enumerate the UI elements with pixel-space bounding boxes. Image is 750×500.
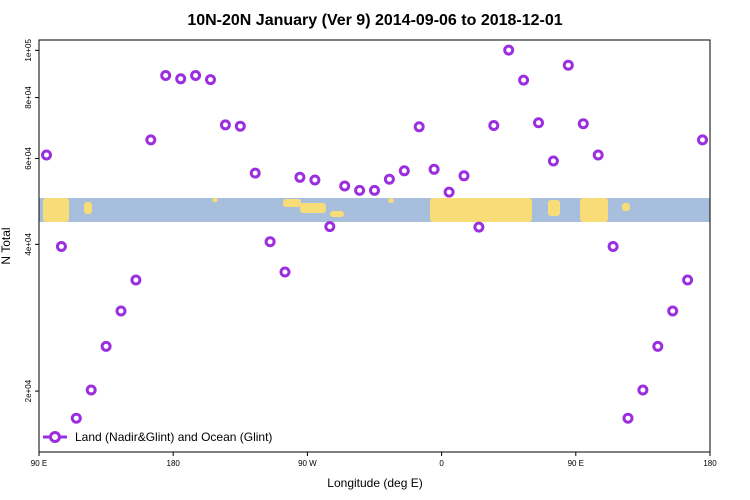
y-tick-label: 6e+04: [24, 147, 33, 170]
data-point: [219, 119, 231, 131]
data-point: [190, 70, 202, 81]
y-tick-label: 4e+04: [24, 233, 33, 256]
data-point: [70, 412, 82, 424]
y-tick-label: 1e+05: [24, 39, 33, 62]
data-point: [458, 170, 470, 182]
y-tick-label: 8e+04: [24, 86, 33, 109]
data-point: [324, 221, 336, 233]
land-mass: [283, 199, 301, 207]
legend: Land (Nadir&Glint) and Ocean (Glint): [43, 430, 272, 444]
data-point: [503, 44, 515, 56]
x-tick-label: 180: [703, 459, 717, 468]
data-point: [398, 165, 410, 177]
data-point: [339, 180, 351, 192]
x-tick-label: 0: [439, 459, 444, 468]
data-point: [667, 305, 679, 317]
data-point: [488, 120, 500, 131]
data-point: [130, 274, 142, 286]
map-band: [39, 198, 710, 222]
data-point: [160, 70, 172, 81]
land-masses: [43, 198, 630, 222]
data-point: [309, 174, 321, 186]
data-point: [264, 236, 276, 248]
data-point: [85, 384, 97, 396]
data-point: [428, 163, 440, 175]
data-point: [55, 241, 67, 252]
land-mass: [212, 198, 218, 202]
land-mass: [430, 198, 532, 222]
data-point: [533, 117, 544, 129]
data-point: [652, 340, 664, 352]
plot-frame: [38, 39, 711, 453]
x-tick-label: 90 E: [31, 459, 47, 468]
land-mass: [580, 198, 608, 222]
y-axis-label: N Total: [0, 227, 13, 264]
data-point: [697, 134, 708, 146]
data-point: [413, 121, 425, 133]
chart-title: 10N-20N January (Ver 9) 2014-09-06 to 20…: [187, 12, 562, 29]
data-points: [41, 44, 708, 424]
data-point: [518, 74, 530, 86]
data-point: [473, 221, 485, 233]
data-point: [294, 171, 306, 183]
data-point: [41, 149, 52, 161]
y-axis: 2e+04 4e+04 6e+04 8e+04 1e+05: [24, 39, 39, 402]
data-point: [145, 134, 157, 146]
data-point: [577, 118, 589, 130]
land-mass: [548, 200, 560, 216]
x-axis-label: Longitude (deg E): [327, 476, 422, 490]
x-tick-label: 90 W: [298, 459, 317, 468]
x-tick-label: 180: [167, 459, 181, 468]
data-point: [100, 340, 112, 352]
x-tick-label: 90 E: [568, 459, 584, 468]
data-point: [383, 173, 395, 185]
land-mass: [84, 202, 92, 214]
data-point: [443, 186, 455, 198]
data-point: [592, 149, 604, 161]
data-point: [205, 74, 216, 86]
land-mass: [43, 198, 69, 222]
data-point: [622, 412, 634, 424]
x-axis: 90 E 180 90 W 0 90 E 180: [31, 452, 717, 468]
data-point: [354, 184, 366, 196]
legend-marker: [49, 431, 61, 443]
data-point: [175, 73, 187, 85]
data-point: [369, 184, 380, 196]
y-tick-label: 2e+04: [24, 379, 33, 402]
data-point: [279, 266, 291, 278]
plot-area: [39, 40, 710, 452]
land-mass: [622, 203, 630, 211]
land-mass: [388, 198, 394, 203]
data-point: [234, 120, 246, 132]
data-point: [115, 305, 127, 317]
data-point: [547, 155, 559, 167]
land-mass: [330, 211, 344, 217]
data-point: [607, 241, 619, 252]
ocean-band: [39, 198, 710, 222]
land-mass: [300, 203, 326, 213]
data-point: [637, 384, 649, 396]
data-point: [682, 274, 694, 286]
data-point: [562, 59, 574, 71]
legend-label: Land (Nadir&Glint) and Ocean (Glint): [75, 430, 272, 444]
data-point: [249, 167, 261, 179]
